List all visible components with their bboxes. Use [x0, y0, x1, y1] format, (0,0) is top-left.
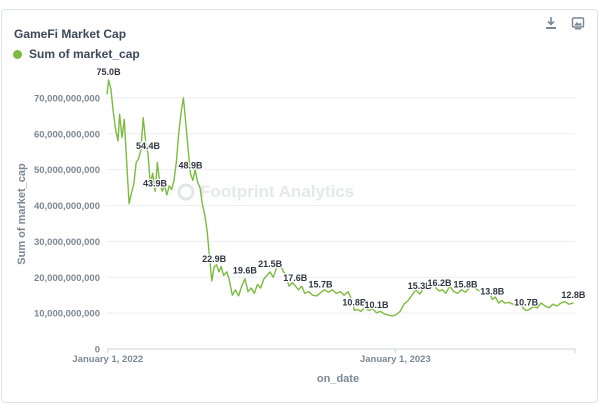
- y-tick-label: 10,000,000,000: [34, 309, 100, 320]
- data-label: 19.6B: [233, 266, 258, 276]
- data-label: 15.7B: [308, 280, 333, 290]
- data-label: 10.1B: [364, 300, 389, 310]
- data-label: 10.8B: [342, 297, 367, 307]
- data-label: 10.7B: [514, 298, 539, 308]
- y-tick-label: 0: [95, 345, 100, 356]
- y-tick-label: 70,000,000,000: [34, 93, 100, 104]
- data-label: 21.5B: [258, 259, 283, 269]
- download-icon[interactable]: [544, 16, 558, 30]
- data-label: 15.3B: [408, 281, 433, 291]
- data-labels: 75.0B 54.4B 43.9B 48.9B 22.9B 19.6B21.5B17.6B…: [95, 66, 587, 311]
- chart-title: GameFi Market Cap: [14, 27, 127, 41]
- data-label: 16.2B: [427, 278, 452, 288]
- y-tick-label: 60,000,000,000: [34, 129, 100, 140]
- x-tick-label: January 1, 2023: [360, 354, 431, 365]
- data-label: 13.8B: [480, 287, 505, 297]
- y-tick-label: 50,000,000,000: [34, 165, 100, 176]
- y-tick-label: 20,000,000,000: [34, 273, 100, 284]
- watermark-logo: [177, 183, 195, 201]
- y-tick-label: 30,000,000,000: [34, 237, 100, 248]
- data-label: 48.9B: [178, 161, 203, 171]
- data-label: 15.8B: [453, 279, 478, 289]
- data-label: 75.0B: [97, 67, 122, 77]
- y-axis-title: Sum of market_cap: [16, 163, 28, 265]
- data-label: 12.8B: [561, 290, 586, 300]
- x-tick-labels: January 1, 2022 January 1, 2023: [72, 349, 576, 365]
- legend-swatch: [13, 49, 22, 59]
- axis-titles: on_date Sum of market_cap: [16, 163, 359, 385]
- data-label: 22.9B: [202, 254, 227, 264]
- grid-layer: [107, 97, 575, 350]
- watermark: Footprint Analytics: [177, 182, 354, 201]
- data-label: 43.9B: [143, 179, 168, 189]
- data-label: 54.4B: [136, 141, 161, 151]
- y-tick-labels: 0 10,000,000,000 20,000,000,000 30,000,000,…: [34, 93, 100, 355]
- series-line-layer: [106, 79, 574, 317]
- legend-label: Sum of market_cap: [29, 47, 140, 61]
- data-label: 17.6B: [283, 273, 308, 283]
- x-tick-label: January 1, 2022: [72, 354, 143, 365]
- legend[interactable]: Sum of market_cap: [13, 47, 140, 61]
- series-line: [106, 79, 574, 317]
- x-axis-title: on_date: [317, 373, 359, 385]
- image-export-icon[interactable]: [571, 16, 585, 30]
- y-tick-label: 40,000,000,000: [34, 201, 100, 212]
- watermark-text: Footprint Analytics: [200, 182, 354, 201]
